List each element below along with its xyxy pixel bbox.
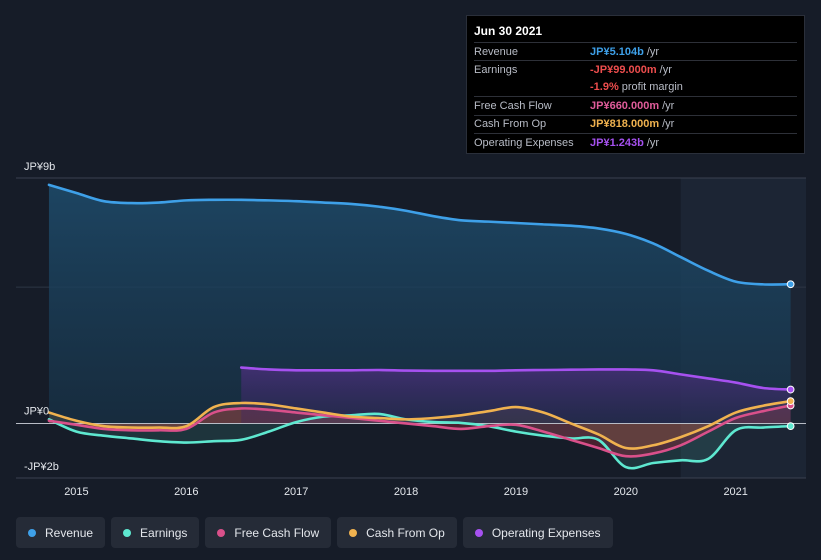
tooltip-row-revenue: Revenue JP¥5.104b /yr — [474, 42, 797, 60]
legend-label: Cash From Op — [366, 525, 445, 540]
legend-item-revenue[interactable]: Revenue — [16, 517, 106, 548]
tooltip-label: Earnings — [474, 64, 518, 77]
end-dot-operating-expenses — [786, 385, 795, 394]
legend-dot-icon — [474, 528, 483, 537]
x-tick-label: 2017 — [284, 486, 308, 498]
x-tick-label: 2019 — [504, 486, 528, 498]
tooltip-row-fcf: Free Cash Flow JP¥660.000m /yr — [474, 96, 797, 114]
legend-dot-icon — [349, 528, 358, 537]
x-tick-label: 2021 — [723, 486, 747, 498]
legend-dot-icon — [28, 528, 36, 537]
legend: Revenue Earnings Free Cash Flow Cash Fro… — [16, 517, 613, 548]
tooltip-suffix: /yr — [659, 64, 672, 77]
y-tick-label: JP¥9b — [24, 161, 55, 173]
tooltip-suffix: /yr — [662, 99, 675, 112]
tooltip-value: JP¥818.000m — [590, 118, 660, 131]
x-tick-label: 2016 — [174, 486, 198, 498]
tooltip-row-cfo: Cash From Op JP¥818.000m /yr — [474, 114, 797, 133]
legend-item-operating-expenses[interactable]: Operating Expenses — [462, 517, 613, 548]
tooltip-row-opex: Operating Expenses JP¥1.243b /yr — [474, 132, 797, 151]
x-tick-label: 2020 — [614, 486, 638, 498]
tooltip-date: Jun 30 2021 — [474, 24, 543, 38]
line-free-cash-flow — [47, 404, 792, 458]
area-operating-expenses — [241, 367, 791, 424]
legend-label: Operating Expenses — [491, 525, 601, 540]
tooltip-value: JP¥5.104b — [590, 45, 644, 58]
end-dot-revenue — [786, 280, 795, 289]
legend-item-cash-from-op[interactable]: Cash From Op — [337, 517, 457, 548]
tooltip-value: -1.9% — [590, 81, 619, 94]
tooltip-row-margin: -1.9% profit margin — [474, 79, 797, 96]
line-earnings — [47, 412, 792, 470]
legend-label: Free Cash Flow — [234, 525, 320, 540]
tooltip-row-earnings: Earnings -JP¥99.000m /yr — [474, 60, 797, 78]
tooltip-suffix: /yr — [646, 136, 660, 149]
area-free-cash-flow — [48, 405, 791, 457]
area-revenue — [48, 184, 791, 424]
tooltip-label: Revenue — [474, 45, 519, 58]
tooltip-label: Free Cash Flow — [474, 99, 552, 112]
end-dot-cash-from-op — [786, 397, 795, 406]
y-tick-label: -JP¥2b — [24, 461, 59, 473]
legend-label: Revenue — [45, 525, 94, 540]
tooltip-value: JP¥1.243b — [590, 136, 644, 149]
legend-dot-icon — [217, 528, 226, 537]
tooltip-suffix: /yr — [662, 118, 675, 131]
x-tick-label: 2015 — [64, 486, 88, 498]
tooltip-label: Cash From Op — [474, 118, 547, 131]
legend-item-earnings[interactable]: Earnings — [111, 517, 200, 548]
line-operating-expenses — [239, 366, 792, 391]
tooltip-suffix: /yr — [646, 45, 660, 58]
y-tick-label: JP¥0 — [24, 405, 49, 417]
line-cash-from-op — [47, 399, 792, 450]
line-revenue — [47, 183, 792, 286]
tooltip-suffix: profit margin — [621, 81, 683, 94]
end-dot-earnings — [786, 422, 795, 431]
area-earnings — [48, 413, 791, 469]
tooltip-label: Operating Expenses — [474, 136, 574, 149]
tooltip-value: -JP¥99.000m — [590, 64, 657, 77]
chart: JP¥9b JP¥0 -JP¥2b 2015 2016 2017 2018 2019 2020… — [16, 161, 806, 498]
legend-item-free-cash-flow[interactable]: Free Cash Flow — [205, 517, 332, 548]
legend-dot-icon — [123, 528, 132, 537]
tooltip-value: JP¥660.000m — [590, 99, 660, 112]
legend-label: Earnings — [140, 525, 188, 540]
tooltip: Jun 30 2021 Revenue JP¥5.104b /yr Earnin… — [466, 15, 805, 154]
x-tick-label: 2018 — [394, 486, 418, 498]
